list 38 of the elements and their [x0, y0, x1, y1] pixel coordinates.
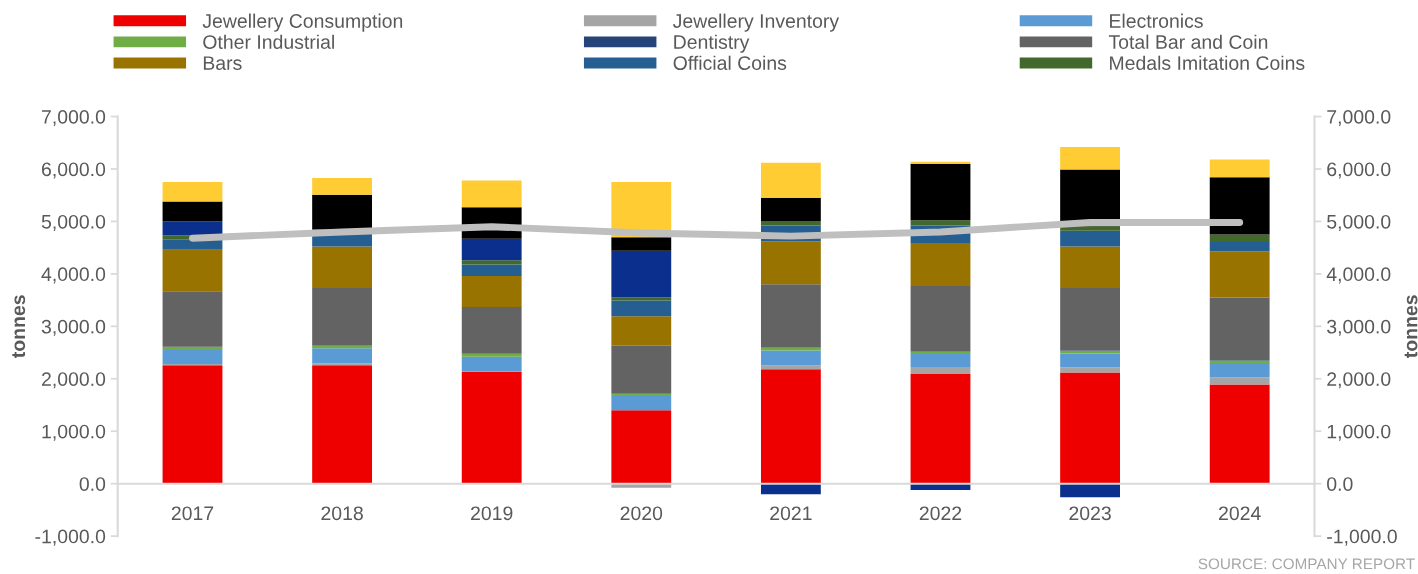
legend-label: Electronics [1110, 13, 1203, 28]
y-tick-label: 3,000.0 [41, 319, 106, 336]
y2-tick-label: 3,000.0 [1327, 319, 1391, 336]
y-tick-label: -1,000.0 [35, 529, 106, 546]
y-tick-label: 5,000.0 [41, 214, 106, 231]
y-tick-label: 7,000.0 [42, 109, 106, 127]
x-tick-label: 2021 [770, 506, 812, 521]
y2-tick-label: 2,000.0 [1327, 372, 1391, 389]
y2-tick-label: 1,000.0 [1327, 424, 1391, 441]
y2-tick-label: 0.0 [1327, 477, 1353, 491]
x-tick-label: 2018 [321, 506, 363, 521]
y-axis-title: tonnes [12, 295, 26, 358]
legend-label: Jewellery Consumption [202, 13, 403, 32]
y2-tick-label: 5,000.0 [1327, 214, 1391, 231]
legend-label: Official Coins [673, 55, 787, 70]
y2-axis-title: tonnes [1404, 295, 1418, 358]
legend-label: Total Bar and Coin [1108, 34, 1268, 49]
y2-tick-label: 6,000.0 [1327, 162, 1391, 179]
source-note: SOURCE: COMPANY REPORT [1198, 558, 1415, 570]
x-tick-label: 2022 [919, 506, 962, 521]
legend-label: Medals Imitation Coins [1110, 55, 1305, 70]
legend-label: Bars [203, 56, 242, 70]
legend-label: Other Industrial [203, 34, 334, 49]
y2-tick-label: -1,000.0 [1327, 529, 1397, 546]
legend-label: Dentistry [674, 34, 750, 53]
x-tick-label: 2020 [620, 506, 663, 521]
x-tick-label: 2023 [1069, 506, 1111, 521]
y2-tick-label: 4,000.0 [1326, 267, 1391, 284]
y-tick-label: 0.0 [79, 477, 106, 491]
y-tick-label: 1,000.0 [42, 424, 106, 441]
x-tick-label: 2024 [1219, 506, 1261, 521]
y-tick-label: 2,000.0 [42, 372, 106, 389]
y-tick-label: 6,000.0 [42, 162, 106, 179]
legend-label: Jewellery Inventory [672, 13, 840, 32]
x-tick-label: 2019 [471, 506, 513, 521]
x-tick-label: 2017 [171, 506, 214, 521]
y2-tick-label: 7,000.0 [1327, 109, 1391, 127]
y-tick-label: 4,000.0 [41, 267, 106, 284]
